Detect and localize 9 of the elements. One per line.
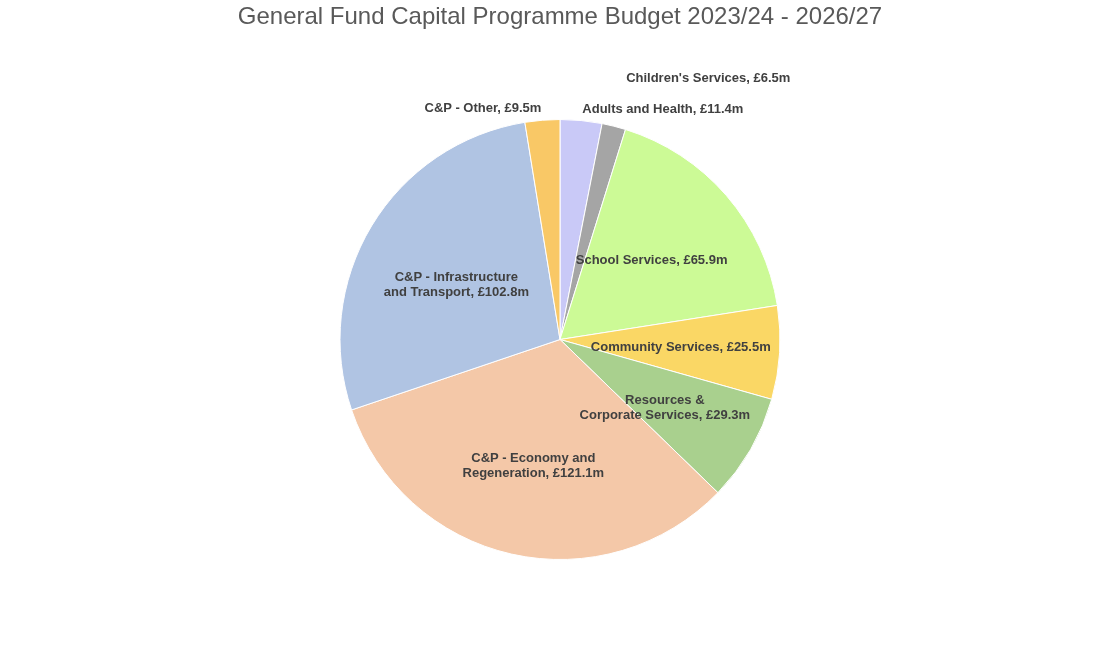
slice-label: C&P - Other, £9.5m bbox=[424, 100, 542, 116]
slice-label: C&P - Infrastructure and Transport, £102.8m bbox=[383, 269, 529, 300]
slice-label: Community Services, £25.5m bbox=[590, 338, 771, 354]
slice-label: Adults and Health, £11.4m bbox=[582, 100, 744, 116]
slice-label: School Services, £65.9m bbox=[575, 252, 728, 268]
slice-label: C&P - Economy and Regeneration, £121.1m bbox=[462, 449, 605, 480]
slice-label: Children's Services, £6.5m bbox=[626, 69, 791, 85]
chart-title: General Fund Capital Programme Budget 2023/24 - 2026/27 bbox=[237, 2, 883, 29]
slice-label: Resources & Corporate Services, £29.3m bbox=[579, 391, 751, 422]
